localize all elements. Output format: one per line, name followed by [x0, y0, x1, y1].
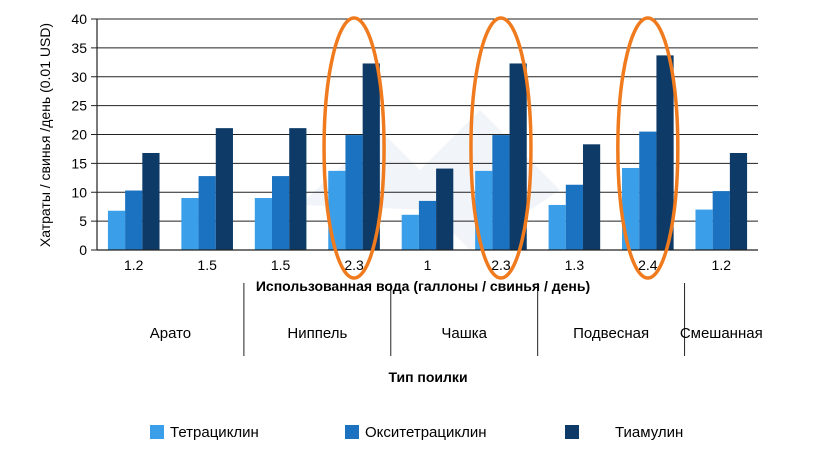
y-tick-label: 15: [71, 155, 87, 171]
y-tick-label: 25: [71, 98, 87, 114]
bar: [712, 191, 730, 250]
bar: [362, 63, 380, 250]
highlight-ellipses: [322, 16, 680, 280]
x-tick-label: 1.2: [124, 257, 144, 273]
legend-swatch: [345, 425, 359, 439]
legend-label: Тетрациклин: [170, 424, 259, 441]
x-axis-title: Использованная вода (галлоны / свинья / …: [256, 278, 590, 294]
x-tick-label: 2.3: [344, 257, 364, 273]
y-tick-label: 5: [79, 213, 87, 229]
bar: [401, 214, 419, 250]
bars: [107, 55, 748, 250]
highlight-ellipse: [469, 16, 533, 280]
legend-label: Окситетрациклин: [365, 424, 487, 441]
legend: Тетрациклин Окситетрациклин Тиамулин: [150, 424, 683, 441]
bar: [729, 152, 748, 250]
group-axis-title: Тип поилки: [388, 369, 467, 385]
legend-swatch: [150, 425, 164, 439]
y-tick-label: 30: [71, 69, 87, 85]
x-tick-label: 1: [424, 257, 432, 273]
bar: [565, 184, 583, 250]
x-tick-label: 2.3: [491, 257, 511, 273]
y-axis-title: Хатраты / свинья /день (0.01 USD): [37, 23, 53, 247]
highlight-ellipse: [616, 16, 680, 280]
x-tick-label: 1.5: [271, 257, 291, 273]
y-tick-label: 0: [79, 242, 87, 258]
bar: [656, 55, 674, 250]
bar: [492, 135, 510, 250]
bar: [509, 63, 527, 250]
bar: [107, 210, 126, 250]
x-tick-label: 1.5: [197, 257, 217, 273]
bar: [181, 198, 199, 250]
x-tick-label: 2.4: [638, 257, 658, 273]
bar: [142, 152, 160, 250]
x-tick-labels: 1.2 1.5 1.5 2.3 1 2.3 1.3 2.4 1.2: [124, 257, 731, 273]
x-tick-label: 1.2: [712, 257, 732, 273]
group-label: Арато: [150, 325, 191, 342]
y-tick-label: 10: [71, 184, 87, 200]
group-label: Чашка: [441, 325, 487, 342]
bar: [695, 209, 713, 250]
group-labels: Арато Ниппель Чашка Подвесная Смешанная: [150, 283, 763, 356]
bar: [254, 198, 273, 250]
group-label: Ниппель: [287, 325, 347, 342]
bar: [345, 135, 363, 250]
highlight-ellipse: [322, 16, 386, 280]
bar: [622, 167, 640, 250]
bar: [198, 176, 216, 250]
bar: [125, 190, 143, 250]
bar: [215, 128, 233, 250]
bar: [582, 144, 601, 250]
y-tick-labels: 0 5 10 15 20 25 30 35 40: [71, 11, 87, 258]
y-tick-label: 35: [71, 40, 87, 56]
legend-label: Тиамулин: [615, 424, 683, 441]
group-label: Подвесная: [573, 325, 649, 342]
y-tick-label: 40: [71, 11, 87, 27]
bar: [436, 168, 454, 250]
axes: [96, 19, 758, 251]
bar: [418, 200, 437, 250]
y-tick-label: 20: [71, 127, 87, 143]
legend-swatch: [565, 425, 579, 439]
bar: [548, 204, 566, 250]
group-label: Смешанная: [680, 325, 763, 342]
bar: [639, 131, 657, 250]
x-tick-label: 1.3: [565, 257, 585, 273]
bar: [289, 128, 307, 250]
bar: [272, 176, 290, 250]
